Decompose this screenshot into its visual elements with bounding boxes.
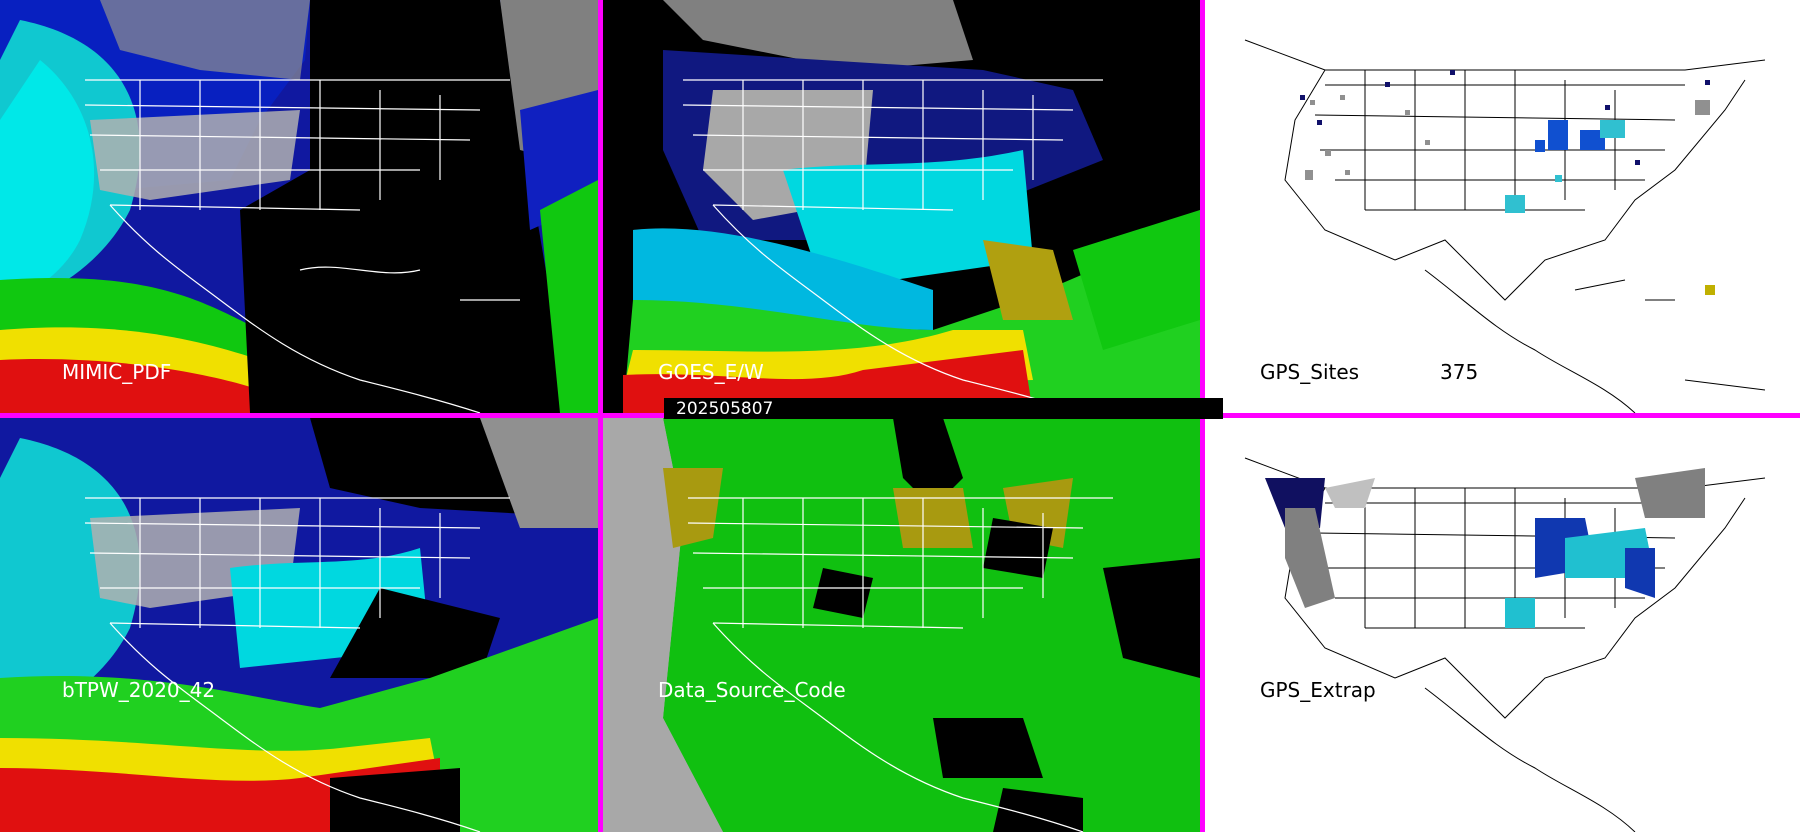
panel-label: GPS_Extrap [1260,678,1376,702]
vertical-separator-left [598,0,603,832]
btpw-map [0,418,598,832]
panel-label: GOES_E/W [658,360,764,384]
panel-goes-ew: GOES_E/W [603,0,1200,413]
goes-ew-map [603,0,1200,413]
timestamp-bar: 202505807 [664,398,1223,419]
data-source-map [603,418,1200,832]
panel-label: GPS_Sites [1260,360,1360,384]
panel-mimic-pdf: MIMIC_PDF [0,0,598,413]
gps-extrap-map [1205,418,1800,832]
panel-label: MIMIC_PDF [62,360,172,384]
gps-sites-map [1205,0,1800,413]
panel-gps-extrap: GPS_Extrap [1205,418,1800,832]
mimic-pdf-map [0,0,598,413]
gps-site-count: 375 [1440,360,1479,384]
panel-label: bTPW_2020_42 [62,678,216,702]
panel-label: Data_Source_Code [658,678,846,702]
panel-gps-sites: GPS_Sites 375 [1205,0,1800,413]
timestamp: 202505807 [676,399,774,419]
panel-btpw: bTPW_2020_42 [0,418,598,832]
panel-data-source: Data_Source_Code [603,418,1200,832]
